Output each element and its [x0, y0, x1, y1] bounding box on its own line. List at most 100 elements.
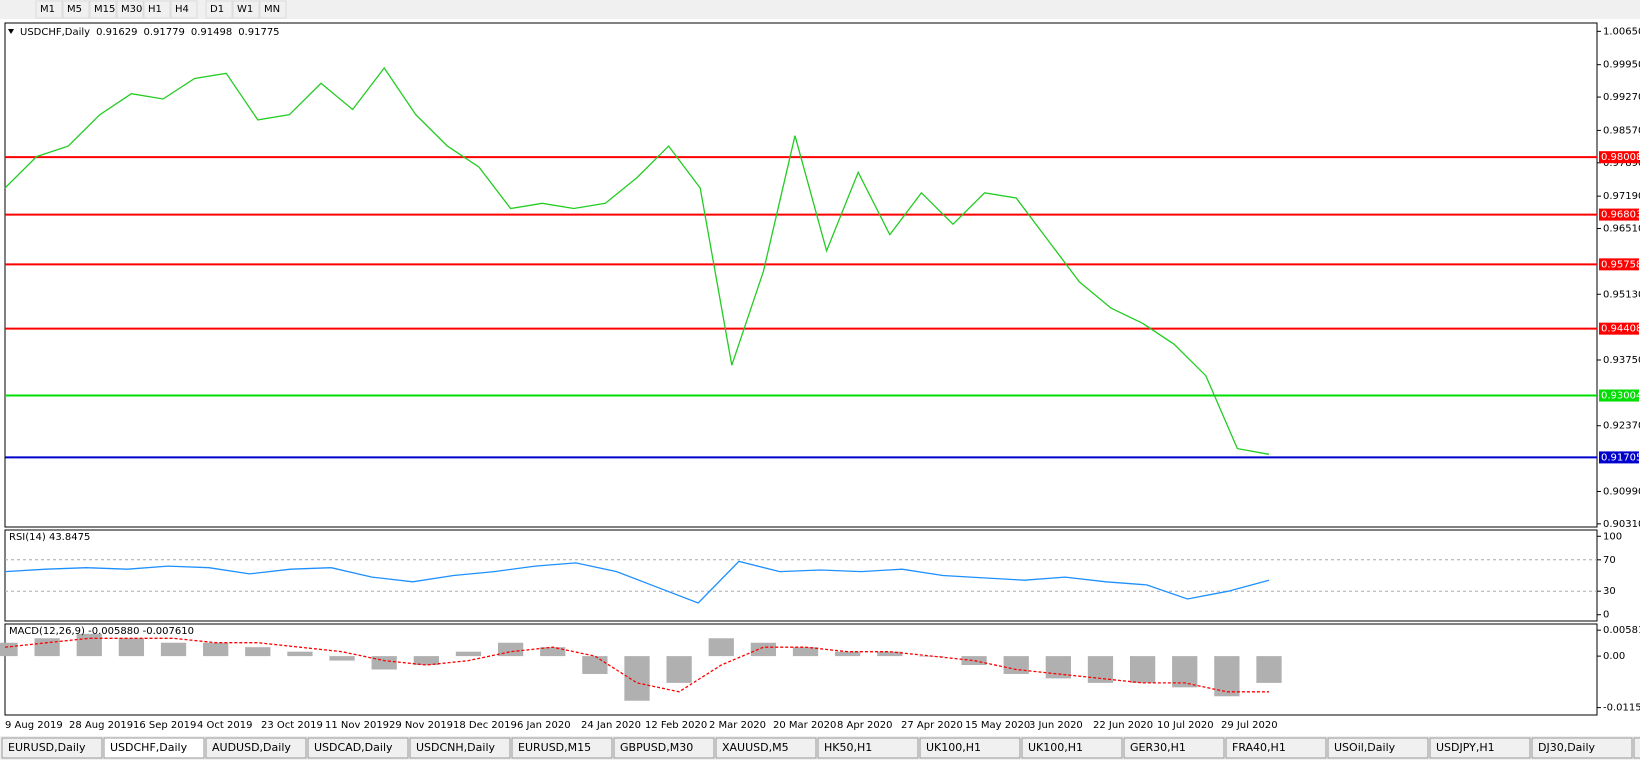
- macd-bar: [1045, 656, 1071, 679]
- macd-panel: [4, 623, 1598, 716]
- x-tick-label: 10 Jul 2020: [1157, 720, 1214, 731]
- timeframe-button[interactable]: [62, 0, 90, 19]
- level-tag: [1599, 389, 1639, 402]
- timeframe-label[interactable]: W1: [237, 4, 253, 15]
- x-tick-label: 15 May 2020: [965, 720, 1030, 731]
- rsi-label: RSI(14) 43.8475: [9, 532, 90, 543]
- symbol-tab[interactable]: [1123, 737, 1225, 759]
- tab-label[interactable]: DJ30,Daily: [1538, 741, 1596, 754]
- tab-label[interactable]: USDJPY,H1: [1436, 741, 1495, 754]
- level-tag: [1599, 208, 1639, 221]
- x-tick-label: 29 Nov 2019: [389, 720, 453, 731]
- timeframe-label[interactable]: MN: [264, 4, 280, 15]
- tab-label[interactable]: EURUSD,M15: [518, 741, 591, 754]
- macd-bar: [0, 642, 18, 657]
- timeframe-button[interactable]: [89, 0, 117, 19]
- symbol-tab[interactable]: [817, 737, 919, 759]
- symbol-tab[interactable]: [1531, 737, 1633, 759]
- timeframe-button[interactable]: [259, 0, 287, 19]
- symbol-tab[interactable]: [1429, 737, 1531, 759]
- symbol-tab[interactable]: [1327, 737, 1429, 759]
- tab-label[interactable]: FRA40,H1: [1232, 741, 1286, 754]
- symbol: USDCHF,Daily: [20, 27, 90, 38]
- timeframe-label[interactable]: M15: [94, 4, 115, 15]
- macd-bar: [624, 656, 650, 701]
- tab-label[interactable]: USDCAD,Daily: [314, 741, 393, 754]
- macd-bar: [160, 642, 187, 657]
- symbol-tab[interactable]: [1, 737, 103, 759]
- series-line: [4, 560, 1270, 604]
- level-label: 0.95758: [1601, 259, 1640, 270]
- macd-bar: [540, 647, 566, 657]
- macd-bar: [287, 651, 313, 657]
- level-tag: [1599, 151, 1639, 164]
- macd-bar: [413, 656, 439, 666]
- symbol-tab[interactable]: [511, 737, 613, 759]
- tab-label[interactable]: USDCNH,Daily: [416, 741, 496, 754]
- x-tick-label: 28 Aug 2019: [69, 720, 133, 731]
- ohlc-value: 0.91629: [96, 27, 137, 38]
- timeframe-button[interactable]: [35, 0, 63, 19]
- x-tick-label: 3 Jun 2020: [1029, 720, 1083, 731]
- tab-label[interactable]: GBPUSD,M30: [620, 741, 693, 754]
- tab-label[interactable]: GER30,H1: [1130, 741, 1186, 754]
- macd-bar: [371, 656, 397, 670]
- tab-label[interactable]: USOil,Daily: [1334, 741, 1396, 754]
- tab-label[interactable]: AUDUSD,Daily: [212, 741, 291, 754]
- x-tick-label: 6 Jan 2020: [517, 720, 571, 731]
- timeframe-button[interactable]: [170, 0, 198, 19]
- tab-label[interactable]: USDCHF,Daily: [110, 741, 188, 754]
- header-arrow: [8, 29, 14, 34]
- chart-header: USDCHF,Daily 0.91629 0.91779 0.91498 0.91775: [20, 27, 280, 38]
- symbol-tab[interactable]: [307, 737, 409, 759]
- symbol-tab[interactable]: [1021, 737, 1123, 759]
- ohlc-value: 0.91775: [238, 27, 279, 38]
- x-tick-label: 2 Mar 2020: [709, 720, 766, 731]
- tab-label[interactable]: UK100,H1: [926, 741, 981, 754]
- symbol-tab[interactable]: [409, 737, 511, 759]
- timeframe-button[interactable]: [205, 0, 233, 19]
- macd-bar: [666, 656, 692, 683]
- timeframe-label[interactable]: H1: [148, 4, 162, 15]
- x-tick-label: 27 Apr 2020: [901, 720, 963, 731]
- y-tick-label: 30: [1603, 586, 1616, 597]
- symbol-tab[interactable]: [1633, 737, 1640, 759]
- symbol-tab[interactable]: [613, 737, 715, 759]
- tab-label[interactable]: HK50,H1: [824, 741, 872, 754]
- timeframe-label[interactable]: D1: [210, 4, 224, 15]
- timeframe-button[interactable]: [116, 0, 144, 19]
- symbol-tab[interactable]: [205, 737, 307, 759]
- macd-bar: [1256, 656, 1282, 683]
- macd-bar: [961, 656, 987, 666]
- timeframe-label[interactable]: M30: [121, 4, 142, 15]
- x-tick-label: 18 Dec 2019: [453, 720, 517, 731]
- x-tick-label: 4 Oct 2019: [197, 720, 252, 731]
- symbol-tab[interactable]: [715, 737, 817, 759]
- symbol-tab[interactable]: [103, 737, 205, 759]
- x-tick-label: 20 Mar 2020: [773, 720, 836, 731]
- macd-bar: [1129, 656, 1156, 683]
- timeframe-label[interactable]: M5: [67, 4, 82, 15]
- x-tick-label: 9 Aug 2019: [5, 720, 63, 731]
- symbol-tab[interactable]: [1225, 737, 1327, 759]
- tab-label[interactable]: UK100,H1: [1028, 741, 1083, 754]
- ohlc-value: 0.91498: [191, 27, 232, 38]
- toolbar: [0, 0, 1640, 19]
- timeframe-button[interactable]: [232, 0, 260, 19]
- symbol-tab[interactable]: [919, 737, 1021, 759]
- timeframe-label[interactable]: H4: [175, 4, 189, 15]
- tab-label[interactable]: EURUSD,Daily: [8, 741, 86, 754]
- timeframe-label[interactable]: M1: [40, 4, 55, 15]
- x-tick-label: 16 Sep 2019: [133, 720, 196, 731]
- macd-bar: [1172, 656, 1198, 688]
- x-tick-label: 8 Apr 2020: [837, 720, 892, 731]
- tab-label[interactable]: XAUUSD,M5: [722, 741, 789, 754]
- y-tick-label: -0.01154: [1603, 703, 1640, 714]
- timeframe-button[interactable]: [143, 0, 171, 19]
